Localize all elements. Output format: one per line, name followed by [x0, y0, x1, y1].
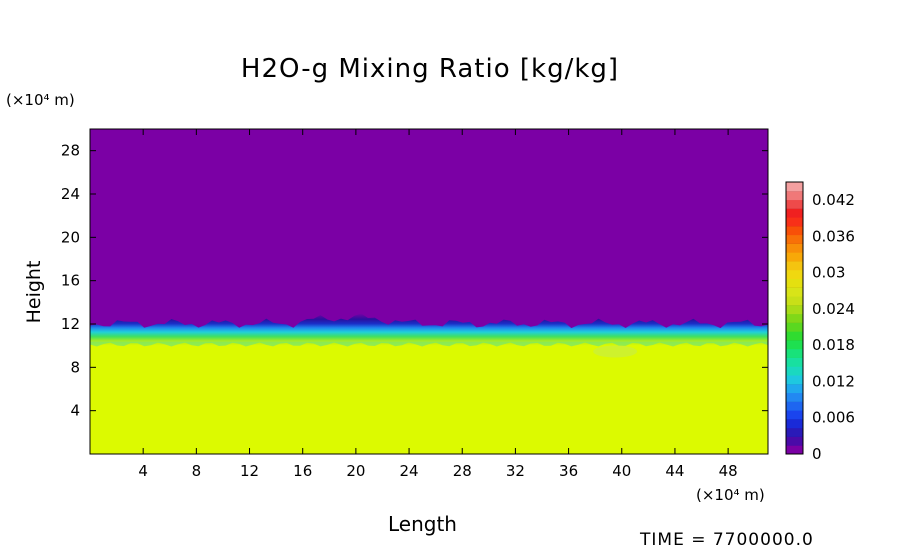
colorbar-segment: [786, 375, 803, 385]
colorbar-segment: [786, 234, 803, 244]
transition-band: [90, 313, 768, 346]
x-tick-label: 36: [559, 462, 578, 480]
colorbar-segment: [786, 243, 803, 253]
colorbar-tick-label: 0.036: [812, 227, 855, 245]
colorbar-segment: [786, 190, 803, 201]
x-tick-label: 4: [138, 462, 148, 480]
colorbar-segment: [786, 427, 803, 437]
y-tick-label: 24: [61, 185, 80, 203]
colorbar-segment: [786, 199, 803, 209]
y-tick-label: 8: [70, 358, 80, 376]
colorbar-tick-label: 0.03: [812, 264, 845, 282]
colorbar-segment: [786, 366, 803, 376]
colorbar-segment: [786, 313, 803, 323]
y-tick-label: 20: [61, 228, 80, 246]
x-axis-label: Length: [388, 512, 457, 536]
colorbar-tick-label: 0.024: [812, 300, 855, 318]
y-tick-label: 28: [61, 142, 80, 160]
colorbar-segment: [786, 252, 803, 262]
colorbar-tick-label: 0.042: [812, 191, 855, 209]
colorbar-segment: [786, 260, 803, 271]
transition-lower-edge: [90, 341, 768, 347]
colorbar-segment: [786, 217, 803, 227]
colorbar-segment: [786, 392, 803, 402]
lower-layer-region: [90, 343, 768, 454]
colorbar-segment: [786, 304, 803, 315]
colorbar: 0 0.006 0.012 0.018 0.024 0.03 0.036 0.042: [785, 181, 855, 463]
colorbar-segment: [786, 401, 803, 411]
colorbar-segment: [786, 418, 803, 429]
x-tick-label: 32: [506, 462, 525, 480]
colorbar-segment: [786, 296, 803, 306]
y-axis-ticks: 4 8 12 16 20 24 28: [61, 142, 768, 420]
y-tick-label: 4: [70, 402, 80, 420]
x-axis-ticks: 4 8 12 16 20 24 28 32 36 40 44 48: [138, 129, 738, 480]
colorbar-tick-label: 0: [812, 445, 822, 463]
x-tick-label: 20: [346, 462, 365, 480]
x-tick-label: 16: [293, 462, 312, 480]
y-tick-label: 16: [61, 272, 80, 290]
moisture-patch: [593, 345, 638, 358]
colorbar-segment: [786, 269, 803, 280]
colorbar-segment: [786, 278, 803, 288]
colorbar-segment: [786, 436, 803, 446]
x-tick-label: 48: [719, 462, 738, 480]
x-tick-label: 24: [400, 462, 419, 480]
x-tick-label: 28: [453, 462, 472, 480]
x-tick-label: 40: [612, 462, 631, 480]
colorbar-tick-label: 0.012: [812, 372, 855, 390]
colorbar-segment: [786, 357, 803, 367]
plot-frame: [89, 128, 769, 455]
y-axis-unit: (×10⁴ m): [6, 91, 75, 109]
colorbar-segment: [786, 182, 803, 192]
x-tick-label: 44: [665, 462, 684, 480]
colorbar-segment: [786, 383, 803, 394]
colorbar-segment: [786, 339, 803, 350]
colorbar-tick-label: 0.018: [812, 336, 855, 354]
x-tick-label: 8: [192, 462, 202, 480]
colorbar-segment: [786, 348, 803, 358]
colorbar-segment: [786, 410, 803, 420]
colorbar-segment: [786, 225, 803, 236]
colorbar-segment: [786, 445, 803, 455]
plot-area: [89, 128, 769, 455]
y-tick-label: 12: [61, 315, 80, 333]
x-tick-label: 12: [240, 462, 259, 480]
chart-title: H2O-g Mixing Ratio [kg/kg]: [240, 54, 620, 84]
x-axis-unit: (×10⁴ m): [696, 486, 765, 504]
colorbar-segment: [786, 208, 803, 218]
colorbar-frame: [785, 181, 804, 455]
colorbar-segment: [786, 287, 803, 297]
colorbar-segment: [786, 331, 803, 341]
colorbar-segment: [786, 322, 803, 332]
colorbar-tick-label: 0.006: [812, 409, 855, 427]
